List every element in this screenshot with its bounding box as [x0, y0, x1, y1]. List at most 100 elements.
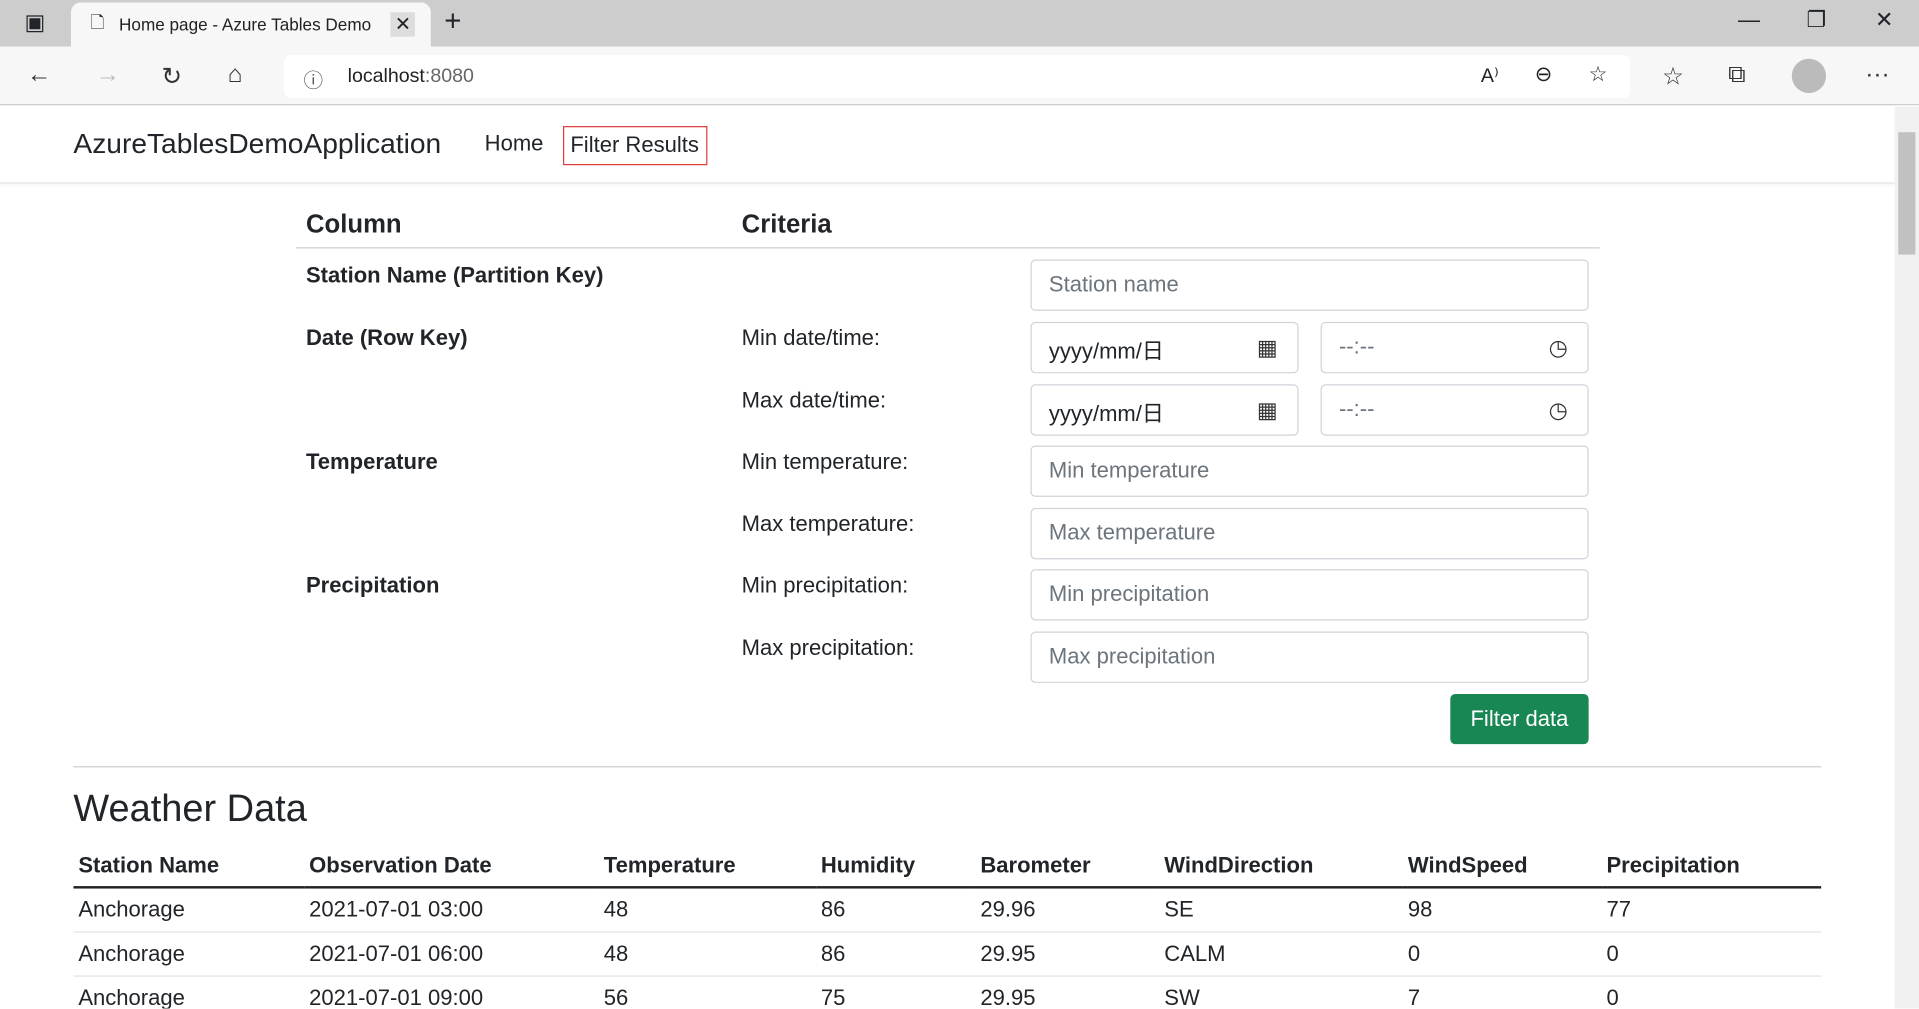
more-icon[interactable]: ···: [1865, 61, 1890, 89]
favorites-icon[interactable]: ☆: [1662, 63, 1685, 91]
zoom-out-icon[interactable]: ⊖: [1534, 62, 1553, 86]
min-time-input[interactable]: --:-- ◷: [1320, 321, 1589, 374]
table-row: Anchorage 2021-07-01 03:00 48 86 29.96 SE 98 77: [73, 887, 1822, 932]
min-date-input[interactable]: yyyy/mm/日 ▦: [1030, 321, 1299, 374]
scrollbar-thumb[interactable]: [1898, 132, 1916, 255]
page-icon: 🗋: [90, 12, 105, 32]
home-icon[interactable]: ⌂: [227, 61, 243, 89]
table-cell: 86: [815, 931, 976, 977]
table-header-row: Station Name Observation Date Temperature H…: [73, 845, 1822, 889]
table-cell: 48: [598, 887, 816, 932]
date-placeholder: yyyy/mm/日: [1048, 339, 1164, 364]
navbar: AzureTablesDemoApplication Home Filter R…: [0, 106, 1895, 184]
profile-avatar[interactable]: [1791, 58, 1827, 94]
weather-table: Station Name Observation Date Temperature H…: [73, 845, 1822, 1009]
address-bar[interactable]: ⓘ localhost:8080 A⁾ ⊖ ☆: [283, 55, 1631, 98]
browser-toolbar: ← → ↻ ⌂ ⓘ localhost:8080 A⁾ ⊖ ☆ ☆ ⧉ ···: [0, 46, 1919, 106]
max-precipitation-input[interactable]: Max precipitation: [1030, 631, 1589, 683]
date-label: Date (Row Key): [305, 325, 468, 351]
info-icon[interactable]: ⓘ: [303, 70, 324, 92]
divider: [73, 766, 1822, 768]
nav-filter-results[interactable]: Filter Results: [562, 126, 708, 166]
column-header: Precipitation: [1601, 845, 1822, 889]
table-cell: 2021-07-01 06:00: [304, 931, 599, 977]
sidebar-toggle-icon[interactable]: ▣: [24, 9, 46, 35]
table-cell: 75: [815, 975, 976, 1009]
filter-data-button[interactable]: Filter data: [1450, 693, 1589, 745]
page-content: AzureTablesDemoApplication Home Filter R…: [0, 106, 1895, 1009]
table-cell: 29.96: [975, 887, 1160, 932]
close-tab-icon[interactable]: ✕: [390, 12, 416, 37]
table-cell: 2021-07-01 09:00: [304, 975, 599, 1009]
max-time-input[interactable]: --:-- ◷: [1320, 384, 1589, 436]
new-tab-icon[interactable]: +: [444, 4, 462, 38]
table-cell: 7: [1402, 975, 1602, 1009]
nav-home[interactable]: Home: [484, 130, 544, 156]
min-precipitation-input[interactable]: Min precipitation: [1030, 569, 1589, 621]
precipitation-label: Precipitation: [305, 572, 440, 598]
table-cell: 48: [598, 931, 816, 977]
max-date-label: Max date/time:: [741, 387, 887, 413]
divider: [296, 247, 1600, 249]
tab-strip: ▣ 🗋 Home page - Azure Tables Demo ✕ + — …: [0, 0, 1919, 47]
table-cell: Anchorage: [73, 975, 305, 1009]
table-row: Anchorage 2021-07-01 09:00 56 75 29.95 SW 7 0: [73, 975, 1822, 1009]
calendar-icon[interactable]: ▦: [1256, 335, 1278, 360]
column-header: Observation Date: [304, 845, 599, 889]
add-favorite-icon[interactable]: ☆: [1588, 62, 1608, 86]
time-placeholder: --:--: [1338, 396, 1375, 422]
tab-title: Home page - Azure Tables Demo: [119, 14, 372, 35]
collections-icon[interactable]: ⧉: [1728, 61, 1746, 89]
table-cell: Anchorage: [73, 931, 305, 977]
station-label: Station Name (Partition Key): [305, 263, 604, 288]
table-cell: 56: [598, 975, 816, 1009]
calendar-icon[interactable]: ▦: [1256, 397, 1278, 423]
table-cell: 0: [1601, 975, 1822, 1009]
table-cell: SW: [1159, 975, 1403, 1009]
column-header: Barometer: [975, 845, 1160, 889]
clock-icon[interactable]: ◷: [1548, 397, 1568, 423]
browser-tab[interactable]: 🗋 Home page - Azure Tables Demo ✕: [70, 2, 431, 47]
restore-icon[interactable]: ❐: [1806, 7, 1827, 32]
table-cell: 29.95: [975, 931, 1160, 977]
minimize-icon[interactable]: —: [1737, 7, 1760, 32]
table-cell: 77: [1601, 887, 1822, 932]
close-window-icon[interactable]: ✕: [1875, 7, 1894, 32]
read-aloud-icon[interactable]: A⁾: [1480, 66, 1499, 87]
max-temperature-input[interactable]: Max temperature: [1030, 507, 1589, 560]
table-cell: CALM: [1159, 931, 1403, 977]
table-cell: Anchorage: [73, 887, 305, 932]
forward-icon[interactable]: →: [95, 61, 120, 89]
table-cell: 2021-07-01 03:00: [304, 887, 599, 932]
temperature-label: Temperature: [305, 449, 438, 474]
min-precip-label: Min precipitation:: [741, 572, 909, 598]
url-port: :8080: [424, 65, 474, 87]
max-precip-label: Max precipitation:: [741, 635, 915, 660]
column-header: Station Name: [73, 845, 305, 889]
max-temp-label: Max temperature:: [741, 511, 915, 537]
clock-icon[interactable]: ◷: [1548, 335, 1568, 360]
column-header: Column: [305, 210, 402, 239]
column-header: WindSpeed: [1402, 845, 1602, 889]
date-placeholder: yyyy/mm/日: [1048, 401, 1164, 426]
table-cell: 98: [1402, 887, 1602, 932]
table-row: Anchorage 2021-07-01 06:00 48 86 29.95 CALM 0 0: [73, 931, 1822, 977]
criteria-header: Criteria: [741, 210, 832, 239]
url-host: localhost: [347, 65, 425, 87]
table-cell: 86: [815, 887, 976, 932]
min-date-label: Min date/time:: [741, 325, 881, 351]
weather-data-title: Weather Data: [73, 786, 307, 830]
table-cell: 0: [1601, 931, 1822, 977]
brand-link[interactable]: AzureTablesDemoApplication: [73, 127, 442, 160]
column-header: WindDirection: [1159, 845, 1403, 889]
column-header: Temperature: [598, 845, 816, 889]
table-cell: 0: [1402, 931, 1602, 977]
min-temperature-input[interactable]: Min temperature: [1030, 445, 1589, 497]
refresh-icon[interactable]: ↻: [161, 63, 183, 91]
back-icon[interactable]: ←: [26, 61, 52, 89]
scrollbar[interactable]: [1894, 106, 1919, 1009]
max-date-input[interactable]: yyyy/mm/日 ▦: [1030, 384, 1299, 436]
station-name-input[interactable]: Station name: [1030, 259, 1589, 311]
column-header: Humidity: [815, 845, 976, 889]
table-cell: 29.95: [975, 975, 1160, 1009]
